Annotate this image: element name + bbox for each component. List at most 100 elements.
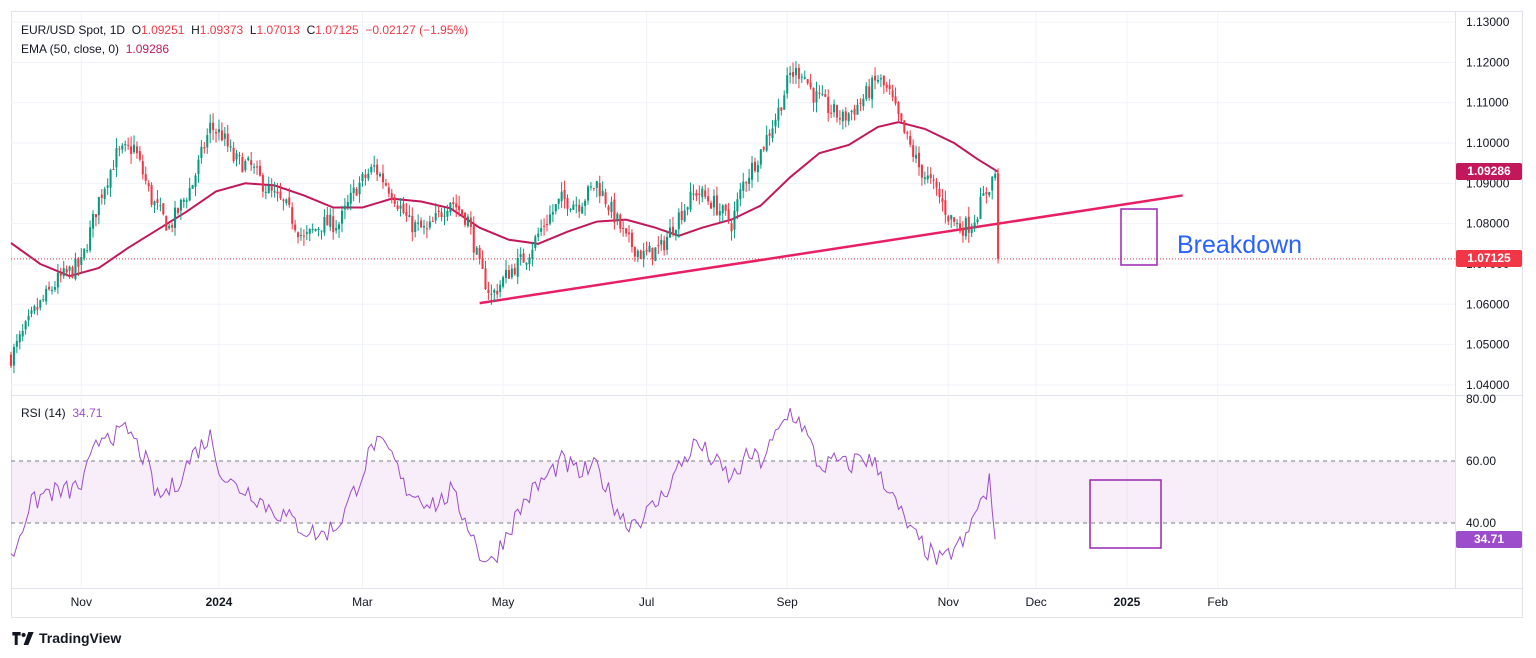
candle-body xyxy=(818,92,821,94)
candle-body xyxy=(496,290,499,295)
time-axis-ticks: Nov 2024 Mar May Jul Sep Nov Dec 2025 Feb xyxy=(71,595,1229,609)
ema-legend[interactable]: EMA (50, close, 0) 1.09286 xyxy=(21,41,169,57)
high-label: H xyxy=(191,23,200,37)
candle-body xyxy=(958,223,962,232)
price-tick-label: 1.12000 xyxy=(1466,55,1510,69)
candle-body xyxy=(765,135,768,151)
candle-body xyxy=(944,200,947,215)
candle-body xyxy=(578,204,581,212)
candle-body xyxy=(115,148,118,168)
candle-body xyxy=(97,196,100,216)
candle-body xyxy=(534,236,537,249)
candle-body xyxy=(469,217,472,227)
candle-body xyxy=(710,202,713,209)
candle-body xyxy=(352,187,355,194)
candle-body xyxy=(24,321,27,330)
candle-body xyxy=(956,223,959,225)
tradingview-logo-icon xyxy=(12,631,34,645)
candle-body xyxy=(434,213,437,221)
candle-body xyxy=(428,221,431,228)
candle-body xyxy=(900,113,903,121)
candle-body xyxy=(493,290,496,293)
candle-body xyxy=(616,213,619,222)
breakdown-box xyxy=(1120,208,1158,266)
candle-body xyxy=(545,223,549,225)
candle-body xyxy=(891,90,894,98)
rsi-badge: 34.71 xyxy=(1456,530,1522,548)
candle-body xyxy=(806,79,809,84)
rsi-tick-label: 80.00 xyxy=(1466,392,1496,406)
candle-body xyxy=(244,161,247,171)
candle-body xyxy=(762,147,765,150)
candle-body xyxy=(531,249,534,259)
candle-body xyxy=(988,192,991,196)
tradingview-brand[interactable]: TradingView xyxy=(12,630,121,646)
candle-body xyxy=(507,270,510,279)
candle-body xyxy=(991,176,994,191)
candle-body xyxy=(847,113,850,122)
candle-body xyxy=(30,310,33,314)
candle-body xyxy=(346,202,349,207)
candle-body xyxy=(118,148,121,150)
candle-body xyxy=(742,181,745,191)
candle-body xyxy=(792,71,795,77)
candle-body xyxy=(89,227,92,251)
candle-body xyxy=(9,354,13,366)
candle-body xyxy=(771,128,774,139)
candle-body xyxy=(566,198,569,209)
candle-body xyxy=(127,144,130,146)
price-tick-label: 1.13000 xyxy=(1466,15,1510,29)
candle-body xyxy=(390,192,393,199)
candle-body xyxy=(625,228,628,234)
candle-body xyxy=(472,225,475,253)
candle-body xyxy=(885,84,888,88)
candle-body xyxy=(194,175,197,187)
time-tick-label: Sep xyxy=(777,595,799,609)
candle-body xyxy=(42,299,45,301)
candle-body xyxy=(607,206,610,211)
candle-body xyxy=(461,209,464,215)
candle-body xyxy=(551,211,554,215)
candle-body xyxy=(824,94,827,97)
candle-body xyxy=(727,209,730,222)
candle-body xyxy=(610,201,613,212)
candle-body xyxy=(812,87,815,103)
candle-body xyxy=(528,257,531,265)
high-value: 1.09373 xyxy=(199,23,244,37)
candle-body xyxy=(452,202,455,205)
candle-body xyxy=(21,330,24,337)
candle-body xyxy=(94,214,97,218)
rsi-legend[interactable]: RSI (14) 34.71 xyxy=(21,405,102,421)
candle-body xyxy=(941,198,944,202)
candle-body xyxy=(332,216,335,233)
candle-body xyxy=(997,173,1000,259)
candle-body xyxy=(396,205,399,210)
candle-body xyxy=(487,289,490,294)
rsi-band-fill xyxy=(11,461,1455,523)
symbol-legend[interactable]: EUR/USD Spot, 1D O1.09251 H1.09373 L1.07… xyxy=(21,22,468,38)
last-price-badge: 1.07125 xyxy=(1456,250,1522,268)
candle-body xyxy=(264,191,267,193)
candle-body xyxy=(59,272,62,276)
low-value: 1.07013 xyxy=(256,23,300,37)
candle-body xyxy=(156,199,159,204)
highlight-boxes xyxy=(1089,208,1162,549)
candle-body xyxy=(358,182,361,195)
candle-body xyxy=(258,165,261,176)
ema-price-badge: 1.09286 xyxy=(1456,163,1522,181)
candle-body xyxy=(86,250,89,252)
candle-body xyxy=(68,266,71,271)
candle-body xyxy=(871,77,874,100)
candle-body xyxy=(294,224,297,231)
chart-frame xyxy=(11,11,1523,618)
candle-body xyxy=(384,183,387,186)
candle-body xyxy=(329,214,332,227)
candle-body xyxy=(458,205,461,211)
candle-body xyxy=(973,222,976,228)
candle-body xyxy=(376,164,379,175)
candle-body xyxy=(153,201,156,206)
candle-body xyxy=(909,135,912,145)
candle-body xyxy=(27,315,30,321)
candle-body xyxy=(800,76,803,78)
